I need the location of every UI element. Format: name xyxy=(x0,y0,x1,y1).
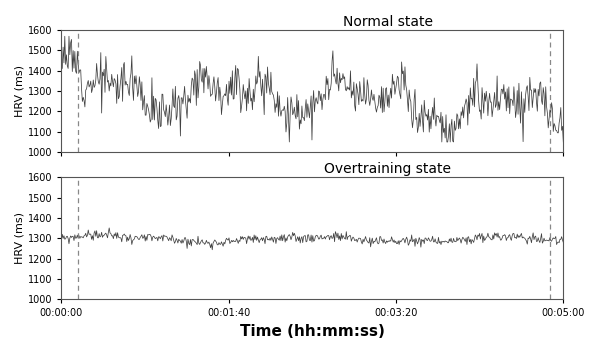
X-axis label: Time (hh:mm:ss): Time (hh:mm:ss) xyxy=(240,324,385,339)
Y-axis label: HRV (ms): HRV (ms) xyxy=(15,65,25,117)
Title: Normal state: Normal state xyxy=(343,15,433,29)
Y-axis label: HRV (ms): HRV (ms) xyxy=(15,212,25,264)
Title: Overtraining state: Overtraining state xyxy=(324,162,451,176)
